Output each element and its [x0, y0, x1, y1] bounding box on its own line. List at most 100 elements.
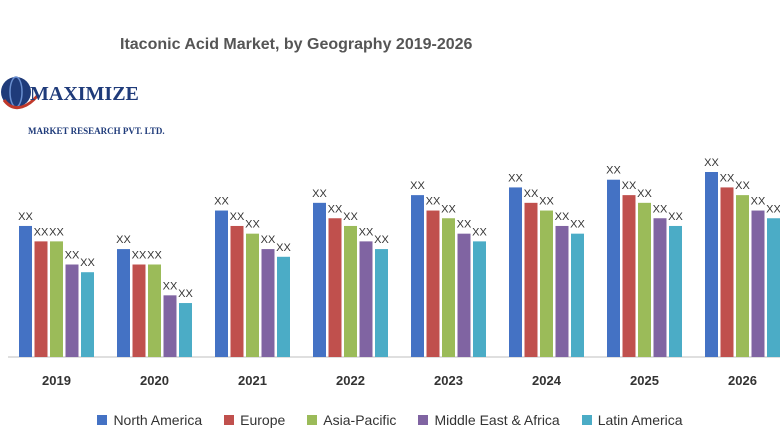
- legend-label: Latin America: [597, 412, 683, 428]
- data-label: XX: [472, 226, 487, 238]
- data-label: XX: [178, 288, 193, 300]
- legend-swatch: [581, 415, 592, 425]
- bar-2019-middle-east-africa: [65, 264, 79, 357]
- bar-2023-middle-east-africa: [457, 233, 471, 357]
- bar-2021-latin-america: [277, 256, 290, 357]
- data-label: XX: [441, 203, 456, 215]
- bar-2026-middle-east-africa: [751, 210, 765, 357]
- data-label: XX: [668, 211, 683, 223]
- logo-name: MAXIMIZE: [30, 83, 139, 105]
- bar-2023-latin-america: [473, 241, 486, 357]
- data-label: XX: [653, 203, 668, 215]
- data-label: XX: [555, 211, 570, 223]
- bar-2019-asia-pacific: [50, 241, 63, 357]
- bar-2026-europe: [720, 187, 734, 357]
- data-label: XX: [524, 188, 539, 200]
- bar-2022-asia-pacific: [344, 225, 357, 357]
- bar-2020-latin-america: [179, 303, 192, 357]
- legend-label: North America: [113, 412, 203, 428]
- data-label: XX: [132, 250, 147, 262]
- bar-2019-latin-america: [81, 272, 94, 357]
- bar-2021-middle-east-africa: [261, 249, 275, 357]
- bar-2022-latin-america: [375, 249, 388, 357]
- x-tick-label: 2026: [728, 373, 757, 388]
- bar-2023-europe: [426, 210, 440, 357]
- bar-2024-north-america: [509, 187, 522, 357]
- data-label: XX: [230, 211, 245, 223]
- bar-2020-north-america: [117, 249, 130, 357]
- data-label: XX: [312, 188, 327, 200]
- data-label: XX: [214, 196, 229, 208]
- legend-item: North America: [97, 412, 202, 428]
- legend-swatch: [307, 415, 318, 425]
- bar-2020-europe: [132, 264, 146, 357]
- data-label: XX: [163, 280, 178, 292]
- x-tick-label: 2025: [630, 373, 659, 388]
- legend-item: Asia-Pacific: [307, 412, 396, 428]
- data-label: XX: [34, 226, 49, 238]
- bar-2026-north-america: [705, 172, 718, 357]
- data-label: XX: [18, 211, 33, 223]
- bar-2025-europe: [622, 195, 636, 357]
- bar-2024-europe: [524, 202, 538, 357]
- data-label: XX: [410, 180, 425, 192]
- data-label: XX: [49, 226, 64, 238]
- legend-item: Latin America: [581, 412, 683, 428]
- legend-label: Asia-Pacific: [323, 412, 397, 428]
- data-label: XX: [116, 234, 131, 246]
- globe-icon: [1, 77, 31, 107]
- legend: North America Europe Asia-Pacific Middle Ea…: [0, 412, 780, 428]
- x-tick-label: 2023: [434, 373, 463, 388]
- data-label: XX: [426, 196, 441, 208]
- legend-label: Middle East & Africa: [434, 412, 560, 428]
- data-label: XX: [245, 219, 260, 231]
- bar-2025-asia-pacific: [638, 202, 651, 357]
- data-label: XX: [751, 196, 766, 208]
- data-label: XX: [606, 165, 621, 177]
- data-label: XX: [637, 188, 652, 200]
- data-label: XX: [147, 250, 162, 262]
- bar-2021-europe: [230, 225, 244, 357]
- bar-2026-latin-america: [767, 218, 780, 357]
- data-label: XX: [508, 172, 523, 184]
- data-label: XX: [359, 226, 374, 238]
- data-label: XX: [457, 219, 472, 231]
- bar-2025-latin-america: [669, 225, 682, 357]
- bar-2020-asia-pacific: [148, 264, 161, 357]
- data-label: XX: [720, 172, 735, 184]
- legend-swatch: [224, 415, 235, 425]
- data-label: XX: [343, 211, 358, 223]
- data-label: XX: [80, 257, 95, 269]
- logo-subtitle: MARKET RESEARCH PVT. LTD.: [28, 126, 165, 136]
- x-tick-label: 2020: [140, 373, 169, 388]
- x-tick-label: 2019: [42, 373, 71, 388]
- x-tick-label: 2021: [238, 373, 267, 388]
- data-label: XX: [622, 180, 637, 192]
- data-label: XX: [276, 242, 291, 254]
- bar-2023-north-america: [411, 195, 424, 357]
- bar-2024-middle-east-africa: [555, 225, 569, 357]
- data-label: XX: [374, 234, 389, 246]
- bar-2021-north-america: [215, 210, 228, 357]
- bar-2019-europe: [34, 241, 48, 357]
- legend-swatch: [97, 415, 108, 425]
- bar-2025-middle-east-africa: [653, 218, 667, 357]
- bar-2025-north-america: [607, 179, 620, 357]
- bar-2024-asia-pacific: [540, 210, 553, 357]
- bar-2026-asia-pacific: [736, 195, 749, 357]
- data-label: XX: [539, 196, 554, 208]
- bar-2024-latin-america: [571, 233, 584, 357]
- legend-label: Europe: [240, 412, 286, 428]
- bar-2019-north-america: [19, 225, 32, 357]
- data-label: XX: [704, 157, 719, 169]
- bar-2022-north-america: [313, 202, 326, 357]
- x-tick-label: 2024: [532, 373, 562, 388]
- data-label: XX: [328, 203, 343, 215]
- bar-2020-middle-east-africa: [163, 295, 177, 357]
- data-label: XX: [65, 250, 80, 262]
- data-label: XX: [570, 219, 585, 231]
- company-logo: MAXIMIZE MARKET RESEARCH PVT. LTD.: [1, 76, 165, 136]
- bar-2021-asia-pacific: [246, 233, 259, 357]
